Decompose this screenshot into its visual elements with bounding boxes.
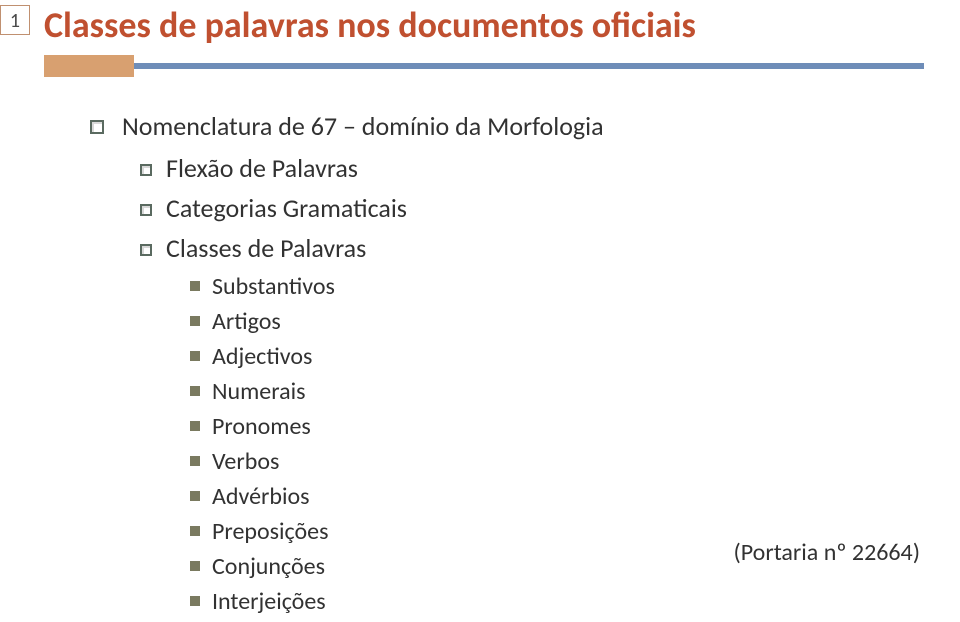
square-bullet-icon (190, 351, 200, 361)
level3-item: Interjeições (190, 587, 890, 616)
level3-item: Adjectivos (190, 342, 890, 371)
level3-item: Pronomes (190, 412, 890, 441)
level2-item: Classes de Palavras (140, 232, 890, 264)
square-bullet-icon (190, 561, 200, 571)
level3-text: Advérbios (212, 482, 310, 511)
square-bullet-icon (190, 316, 200, 326)
level1-text: Nomenclatura de 67 – domínio da Morfolog… (122, 110, 604, 142)
level3-text: Adjectivos (212, 342, 312, 371)
level3-item: Verbos (190, 447, 890, 476)
slide: 1 Classes de palavras nos documentos ofi… (0, 0, 960, 589)
slide-title: Classes de palavras nos documentos ofici… (44, 3, 696, 47)
level2-text: Classes de Palavras (166, 232, 366, 264)
level3-text: Verbos (212, 447, 279, 476)
square-bullet-icon (190, 596, 200, 606)
level3-text: Substantivos (212, 272, 335, 301)
page-number-badge: 1 (0, 5, 30, 35)
square-bullet-icon (190, 456, 200, 466)
level3-text: Interjeições (212, 587, 326, 616)
level3-item: Advérbios (190, 482, 890, 511)
level2-text: Categorias Gramaticais (166, 192, 407, 224)
level1-item: Nomenclatura de 67 – domínio da Morfolog… (90, 110, 890, 142)
footnote: (Portaria nº 22664) (733, 538, 920, 567)
square-bullet-icon (190, 281, 200, 291)
level3-text: Conjunções (212, 552, 325, 581)
box-bullet-icon (140, 204, 152, 216)
square-bullet-icon (190, 491, 200, 501)
level3-text: Artigos (212, 307, 281, 336)
square-bullet-icon (190, 386, 200, 396)
level3-item: Numerais (190, 377, 890, 406)
level3-item: Substantivos (190, 272, 890, 301)
level3-text: Numerais (212, 377, 305, 406)
blue-line (44, 63, 924, 69)
orange-block (44, 55, 134, 77)
square-bullet-icon (190, 421, 200, 431)
box-bullet-icon (140, 244, 152, 256)
level2-item: Categorias Gramaticais (140, 192, 890, 224)
level3-text: Pronomes (212, 412, 311, 441)
box-bullet-icon (140, 164, 152, 176)
box-bullet-icon (90, 120, 104, 134)
level2-text: Flexão de Palavras (166, 152, 358, 184)
level3-text: Preposições (212, 517, 328, 546)
square-bullet-icon (190, 526, 200, 536)
level2-item: Flexão de Palavras (140, 152, 890, 184)
level3-item: Artigos (190, 307, 890, 336)
